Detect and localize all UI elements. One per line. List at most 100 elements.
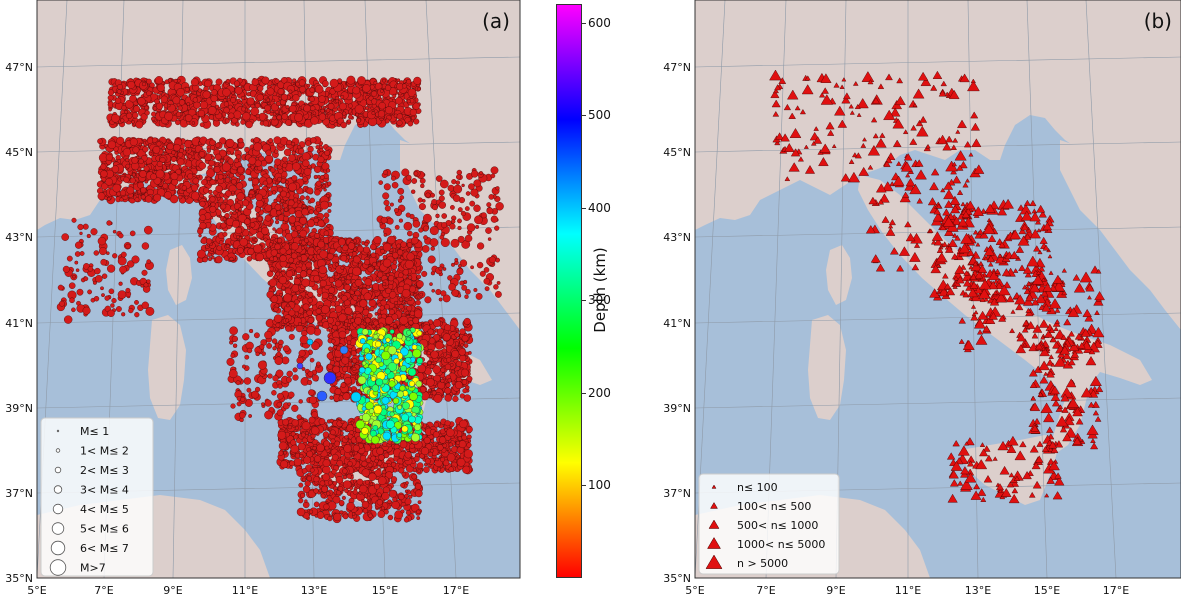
earthquake-event bbox=[285, 325, 292, 332]
earthquake-event bbox=[315, 314, 323, 322]
earthquake-event bbox=[273, 198, 278, 203]
earthquake-event bbox=[207, 252, 212, 258]
earthquake-event bbox=[225, 138, 235, 148]
earthquake-event bbox=[126, 112, 133, 119]
earthquake-event bbox=[300, 246, 305, 250]
earthquake-event bbox=[378, 101, 386, 110]
earthquake-event bbox=[198, 233, 202, 238]
earthquake-event bbox=[141, 81, 147, 87]
earthquake-event bbox=[328, 277, 335, 283]
earthquake-event bbox=[362, 84, 371, 93]
earthquake-event bbox=[433, 319, 442, 328]
earthquake-event bbox=[264, 214, 272, 222]
earthquake-event bbox=[295, 81, 300, 87]
earthquake-event bbox=[315, 180, 322, 187]
earthquake-event bbox=[327, 103, 335, 110]
earthquake-event bbox=[395, 97, 403, 105]
earthquake-event bbox=[334, 262, 339, 267]
earthquake-event bbox=[275, 322, 281, 328]
earthquake-event bbox=[228, 112, 235, 119]
earthquake-event bbox=[139, 170, 147, 178]
earthquake-event bbox=[251, 178, 260, 186]
earthquake-event bbox=[371, 98, 378, 105]
earthquake-event bbox=[285, 318, 290, 323]
earthquake-event bbox=[129, 94, 137, 103]
earthquake-event bbox=[408, 320, 414, 326]
earthquake-event bbox=[392, 260, 397, 265]
earthquake-event bbox=[290, 242, 299, 251]
earthquake-event bbox=[173, 143, 181, 152]
earthquake-event bbox=[455, 327, 459, 332]
earthquake-event bbox=[302, 204, 307, 209]
earthquake-event bbox=[293, 278, 301, 286]
earthquake-event bbox=[319, 279, 327, 288]
earthquake-event bbox=[275, 253, 281, 258]
earthquake-event bbox=[447, 378, 452, 383]
earthquake-event bbox=[306, 309, 313, 317]
earthquake-event bbox=[125, 163, 131, 169]
earthquake-event bbox=[347, 114, 353, 120]
earthquake-event bbox=[199, 100, 209, 110]
earthquake-event bbox=[435, 341, 444, 350]
earthquake-event bbox=[412, 317, 420, 325]
earthquake-event bbox=[340, 382, 347, 388]
earthquake-event bbox=[140, 194, 146, 200]
earthquake-event bbox=[248, 156, 257, 165]
earthquake-event bbox=[297, 294, 302, 299]
earthquake-event bbox=[101, 182, 109, 190]
earthquake-event bbox=[184, 114, 193, 122]
earthquake-event bbox=[299, 86, 306, 93]
earthquake-event bbox=[207, 106, 217, 115]
earthquake-event bbox=[338, 330, 347, 339]
earthquake-event bbox=[305, 140, 312, 147]
earthquake-event bbox=[275, 271, 281, 277]
earthquake-event bbox=[119, 197, 124, 202]
earthquake-event bbox=[244, 218, 251, 225]
earthquake-event bbox=[280, 93, 288, 101]
earthquake-event bbox=[218, 162, 223, 167]
earthquake-event bbox=[171, 150, 176, 155]
earthquake-event bbox=[248, 237, 253, 242]
earthquake-event bbox=[263, 110, 267, 114]
earthquake-event bbox=[325, 108, 331, 113]
earthquake-event bbox=[231, 190, 235, 195]
earthquake-event bbox=[427, 328, 434, 335]
earthquake-event bbox=[396, 78, 401, 82]
earthquake-event bbox=[306, 83, 311, 88]
earthquake-event bbox=[285, 180, 289, 184]
earthquake-event bbox=[311, 257, 315, 261]
earthquake-event bbox=[152, 137, 158, 143]
earthquake-event bbox=[376, 324, 381, 329]
earthquake-event bbox=[292, 78, 297, 83]
earthquake-event bbox=[215, 255, 223, 264]
earthquake-event bbox=[249, 222, 256, 228]
earthquake-event bbox=[352, 366, 357, 371]
earthquake-event bbox=[320, 305, 330, 314]
earthquake-event bbox=[209, 139, 216, 146]
earthquake-event bbox=[240, 95, 246, 101]
earthquake-event bbox=[329, 395, 334, 400]
earthquake-event bbox=[288, 207, 296, 215]
earthquake-event bbox=[277, 237, 283, 244]
earthquake-event bbox=[206, 176, 211, 182]
earthquake-event bbox=[219, 158, 224, 164]
earthquake-event bbox=[359, 299, 368, 308]
earthquake-event bbox=[184, 87, 190, 92]
earthquake-event bbox=[173, 78, 178, 83]
earthquake-event bbox=[119, 189, 127, 196]
earthquake-event bbox=[235, 182, 244, 190]
earthquake-event bbox=[150, 173, 157, 180]
earthquake-event bbox=[454, 332, 460, 338]
earthquake-event bbox=[270, 295, 279, 303]
earthquake-event bbox=[185, 147, 190, 152]
earthquake-event bbox=[396, 119, 403, 126]
earthquake-event bbox=[244, 146, 250, 153]
earthquake-event bbox=[413, 94, 418, 98]
earthquake-event bbox=[197, 109, 206, 118]
earthquake-event bbox=[146, 90, 152, 97]
earthquake-event bbox=[111, 114, 120, 123]
earthquake-event bbox=[292, 162, 301, 171]
earthquake-event bbox=[330, 301, 336, 307]
panel-a: (a) 47°N 45°N 43°N 41°N 39°N 37°N 35°N 5°E 7°E 9… bbox=[0, 0, 530, 600]
earthquake-event bbox=[413, 76, 422, 85]
